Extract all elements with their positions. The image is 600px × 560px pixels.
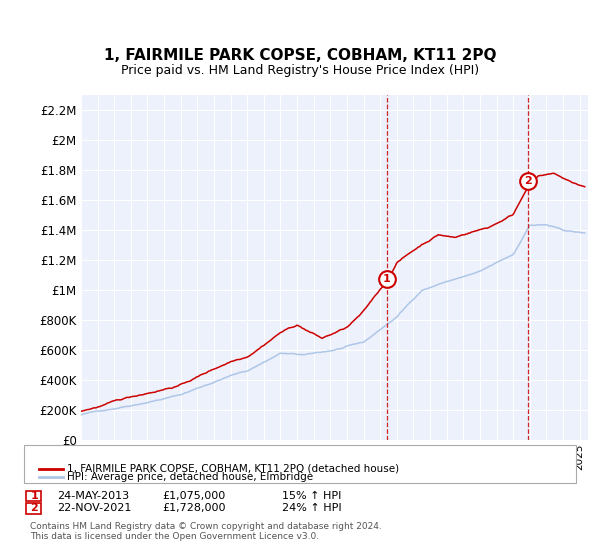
Text: 2: 2 [31, 503, 38, 514]
Text: Contains HM Land Registry data © Crown copyright and database right 2024.
This d: Contains HM Land Registry data © Crown c… [30, 522, 382, 542]
Text: 1, FAIRMILE PARK COPSE, COBHAM, KT11 2PQ: 1, FAIRMILE PARK COPSE, COBHAM, KT11 2PQ [104, 49, 496, 63]
Text: HPI: Average price, detached house, Elmbridge: HPI: Average price, detached house, Elmb… [67, 472, 313, 482]
Text: £1,728,000: £1,728,000 [162, 503, 226, 514]
Text: 2: 2 [524, 176, 532, 186]
Text: 1: 1 [383, 274, 391, 283]
Text: 1, FAIRMILE PARK COPSE, COBHAM, KT11 2PQ (detached house): 1, FAIRMILE PARK COPSE, COBHAM, KT11 2PQ… [67, 464, 400, 474]
Text: 1: 1 [31, 491, 38, 501]
Text: £1,075,000: £1,075,000 [162, 491, 225, 501]
Text: 24% ↑ HPI: 24% ↑ HPI [282, 503, 341, 514]
Text: 15% ↑ HPI: 15% ↑ HPI [282, 491, 341, 501]
Text: 24-MAY-2013: 24-MAY-2013 [57, 491, 129, 501]
Text: Price paid vs. HM Land Registry's House Price Index (HPI): Price paid vs. HM Land Registry's House … [121, 64, 479, 77]
Text: 22-NOV-2021: 22-NOV-2021 [57, 503, 131, 514]
